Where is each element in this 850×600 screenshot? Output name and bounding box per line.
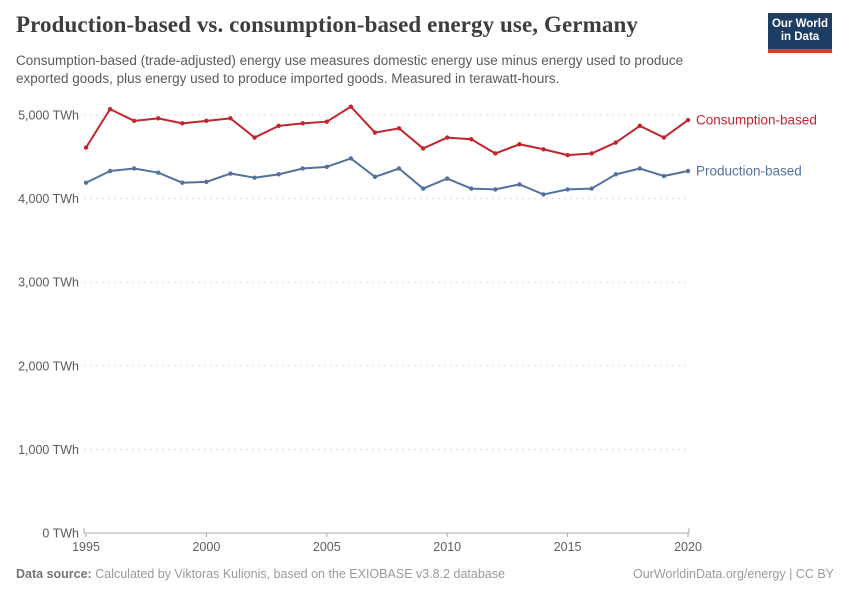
x-axis-tick-label: 2005: [313, 540, 341, 554]
data-point[interactable]: [661, 173, 667, 179]
data-point[interactable]: [107, 168, 113, 174]
series-label-production-based: Production-based: [696, 164, 802, 179]
data-point[interactable]: [372, 174, 378, 180]
data-point[interactable]: [517, 142, 522, 147]
data-point[interactable]: [396, 126, 402, 131]
data-point[interactable]: [276, 172, 281, 177]
data-point[interactable]: [589, 151, 594, 156]
x-axis-tick-label: 2015: [554, 540, 582, 554]
data-point[interactable]: [348, 104, 354, 109]
data-point[interactable]: [396, 166, 402, 171]
data-point[interactable]: [613, 140, 618, 145]
chart-subtitle: Consumption-based (trade-adjusted) energ…: [16, 53, 684, 86]
data-point[interactable]: [180, 121, 185, 126]
data-point[interactable]: [83, 180, 89, 185]
y-axis-tick-label: 0 TWh: [42, 527, 79, 541]
series-label-consumption-based: Consumption-based: [696, 113, 817, 128]
chart-footer: Data source: Calculated by Viktoras Kuli…: [16, 567, 834, 581]
series-line-consumption-based[interactable]: [85, 105, 689, 157]
data-point[interactable]: [324, 119, 329, 124]
data-point[interactable]: [204, 179, 209, 185]
data-point[interactable]: [493, 151, 498, 156]
data-point[interactable]: [565, 152, 570, 158]
data-source-text: Calculated by Viktoras Kulionis, based o…: [95, 567, 505, 581]
x-axis-tick-label: 2020: [674, 540, 702, 554]
data-point[interactable]: [156, 170, 161, 175]
y-axis-tick-label: 2,000 TWh: [18, 359, 79, 373]
data-point[interactable]: [131, 166, 137, 171]
y-axis-tick-label: 3,000 TWh: [18, 276, 79, 290]
owid-logo-line2: in Data: [780, 31, 820, 43]
data-point[interactable]: [83, 145, 89, 150]
data-point[interactable]: [107, 106, 113, 112]
page-title: Production-based vs. consumption-based e…: [16, 12, 638, 37]
data-point[interactable]: [469, 137, 474, 142]
data-point[interactable]: [324, 164, 329, 170]
data-point[interactable]: [589, 186, 594, 191]
data-point[interactable]: [180, 180, 185, 185]
owid-logo: Our World in Data: [768, 13, 832, 53]
data-point[interactable]: [420, 146, 426, 151]
data-point[interactable]: [445, 176, 450, 181]
owid-logo-line1: Our World: [771, 18, 828, 30]
data-point[interactable]: [252, 175, 257, 180]
y-axis-tick-label: 5,000 TWh: [18, 109, 79, 123]
data-point[interactable]: [469, 186, 474, 191]
x-axis-tick-label: 2000: [192, 540, 220, 554]
data-point[interactable]: [685, 117, 691, 123]
data-point[interactable]: [517, 182, 522, 187]
x-axis-tick-label: 2010: [433, 540, 461, 554]
owid-credit-link[interactable]: OurWorldinData.org/energy | CC BY: [632, 567, 834, 581]
data-point[interactable]: [661, 135, 667, 140]
y-axis-tick-label: 4,000 TWh: [18, 192, 79, 206]
data-point[interactable]: [637, 123, 643, 129]
data-point[interactable]: [685, 168, 691, 174]
x-axis-tick-label: 1995: [72, 540, 100, 554]
data-point[interactable]: [637, 166, 643, 171]
data-point[interactable]: [228, 116, 233, 121]
data-source-note: Data source: Calculated by Viktoras Kuli…: [16, 567, 505, 581]
data-point[interactable]: [613, 172, 618, 177]
data-point[interactable]: [131, 118, 137, 124]
data-point[interactable]: [348, 156, 354, 161]
data-point[interactable]: [445, 135, 450, 140]
data-point[interactable]: [372, 130, 378, 135]
data-point[interactable]: [156, 116, 161, 121]
data-point[interactable]: [493, 187, 498, 192]
data-point[interactable]: [420, 186, 426, 191]
data-point[interactable]: [541, 147, 546, 152]
data-point[interactable]: [300, 166, 305, 171]
data-point[interactable]: [276, 123, 281, 129]
data-point[interactable]: [204, 118, 209, 124]
data-point[interactable]: [252, 135, 257, 140]
data-point[interactable]: [300, 121, 305, 126]
y-axis-tick-label: 1,000 TWh: [18, 443, 79, 457]
data-source-label: Data source:: [16, 567, 92, 581]
series-line-production-based[interactable]: [85, 157, 689, 196]
data-point[interactable]: [228, 171, 233, 176]
data-point[interactable]: [565, 187, 570, 192]
data-point[interactable]: [541, 192, 546, 197]
